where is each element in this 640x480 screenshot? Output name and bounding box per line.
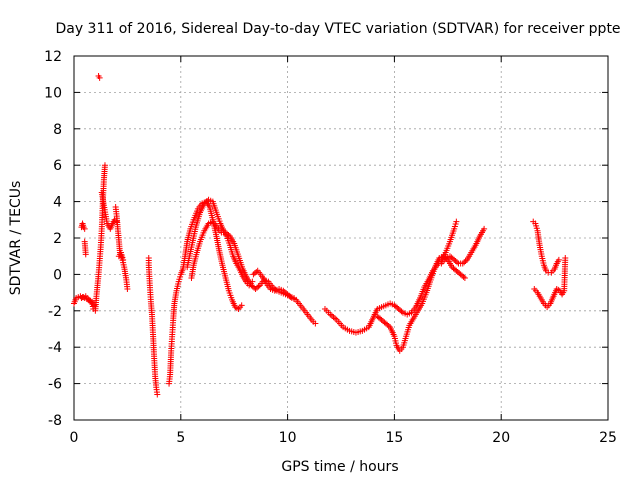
data-point <box>555 256 562 263</box>
x-axis-label: GPS time / hours <box>281 459 398 475</box>
y-tick-label: 8 <box>53 122 62 138</box>
data-point <box>238 302 245 309</box>
y-tick-label: -8 <box>48 413 62 429</box>
data-point <box>481 225 488 232</box>
x-tick-label: 5 <box>176 430 185 446</box>
x-tick-label: 0 <box>70 430 79 446</box>
data-point <box>462 258 469 265</box>
data-point <box>460 273 467 280</box>
data-point <box>255 283 262 290</box>
y-tick-label: 6 <box>53 158 62 174</box>
x-tick-label: 20 <box>492 430 510 446</box>
axis-ticks: 0 5 10 15 20 25 -8 -6 -4 -2 0 2 4 6 8 10 12 <box>44 49 617 446</box>
data-point <box>96 74 103 81</box>
data-point <box>562 255 569 262</box>
data-point <box>287 293 294 300</box>
data-point <box>454 259 461 266</box>
data-point <box>312 320 319 327</box>
x-tick-label: 10 <box>279 430 297 446</box>
data-point <box>154 391 161 398</box>
chart-title: Day 311 of 2016, Sidereal Day-to-day VTE… <box>55 21 620 37</box>
data-point <box>461 275 468 282</box>
y-tick-label: 0 <box>53 267 62 283</box>
y-tick-label: -6 <box>48 377 62 393</box>
data-point <box>124 285 131 292</box>
x-tick-label: 15 <box>385 430 403 446</box>
data-point <box>253 268 260 275</box>
data-point <box>81 225 88 232</box>
y-tick-label: -2 <box>48 304 62 320</box>
y-tick-label: 10 <box>44 85 62 101</box>
y-axis-label: SDTVAR / TECUs <box>8 181 24 296</box>
data-point <box>101 162 108 169</box>
data-points <box>71 73 569 398</box>
data-point <box>385 322 392 329</box>
y-tick-label: 12 <box>44 49 62 65</box>
data-point <box>91 302 98 309</box>
data-point <box>398 308 405 315</box>
grid-lines <box>74 56 608 420</box>
x-tick-label: 25 <box>599 430 617 446</box>
y-tick-label: -4 <box>48 340 62 356</box>
data-point <box>225 231 232 238</box>
data-point <box>453 218 460 225</box>
data-point <box>89 301 96 308</box>
y-tick-label: 2 <box>53 231 62 247</box>
data-point <box>82 251 89 258</box>
y-tick-label: 4 <box>53 195 62 211</box>
data-point <box>120 256 127 263</box>
